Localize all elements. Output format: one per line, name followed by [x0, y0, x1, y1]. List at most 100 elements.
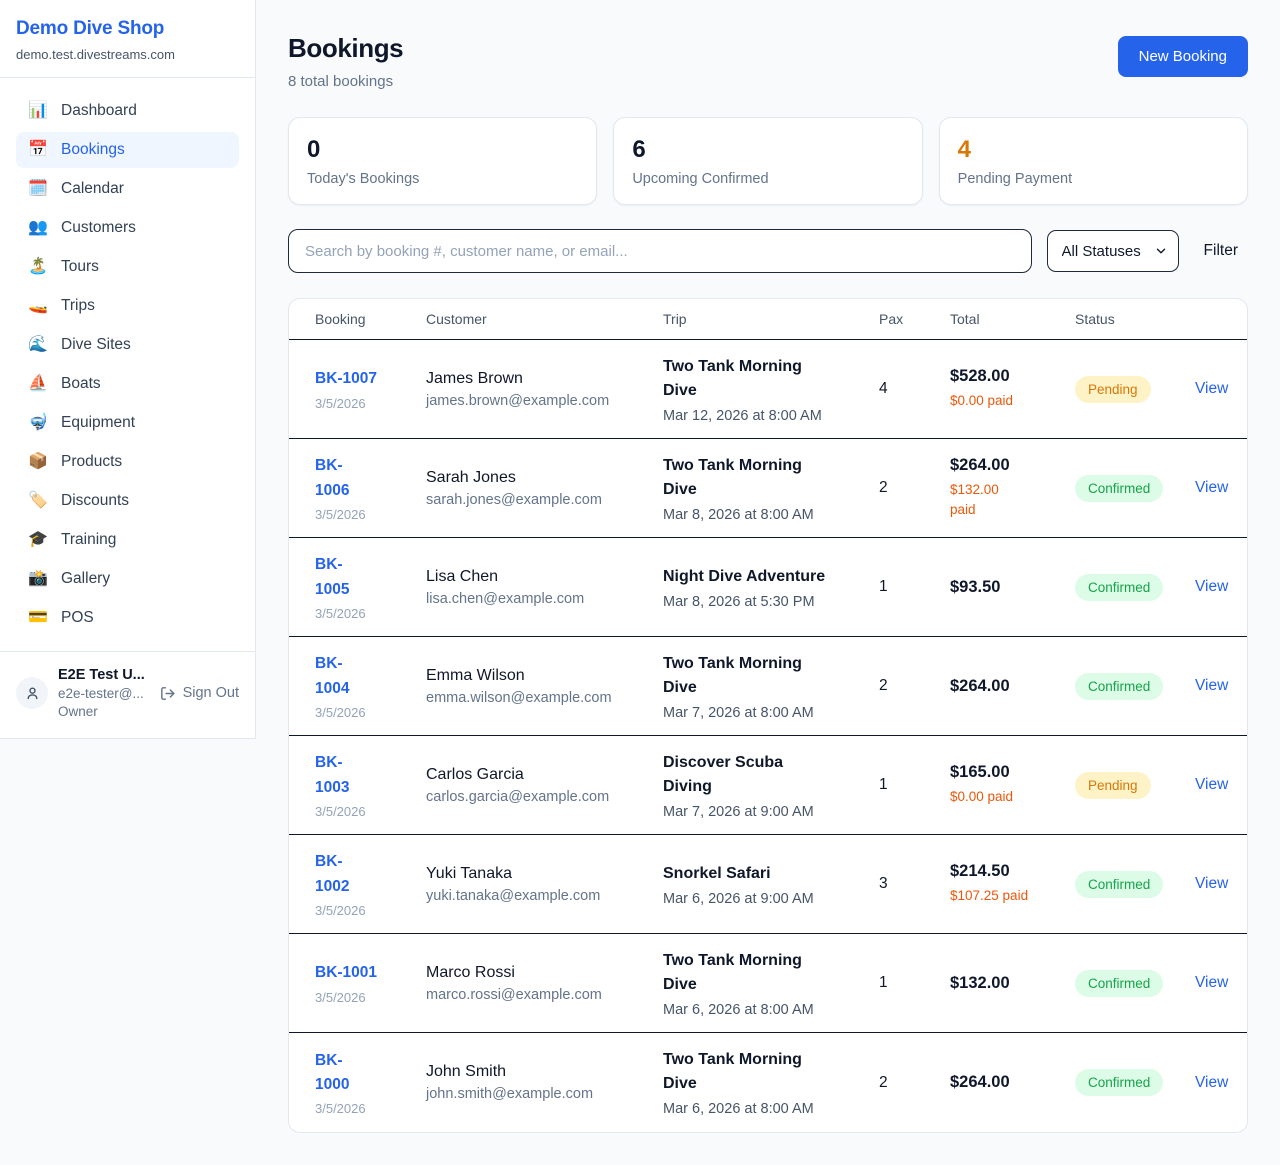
view-booking-link[interactable]: View [1195, 677, 1229, 694]
customer-name: Sarah Jones [426, 468, 516, 486]
booking-cell: BK- 1000 3/5/2026 [315, 1049, 426, 1116]
sidebar-item-tours[interactable]: 🏝️ Tours [16, 249, 239, 285]
booking-id-link[interactable]: BK- 1005 [315, 556, 350, 598]
sidebar-item-dive-sites[interactable]: 🌊 Dive Sites [16, 327, 239, 363]
column-header-trip: Trip [663, 311, 687, 327]
trip-cell: Two Tank Morning Dive Mar 12, 2026 at 8:… [663, 355, 879, 424]
customer-cell: Emma Wilson emma.wilson@example.com [426, 667, 663, 706]
trip-datetime: Mar 12, 2026 at 8:00 AM [663, 407, 822, 424]
total-cell: $214.50 $107.25 paid [950, 862, 1075, 906]
sidebar-item-training[interactable]: 🎓 Training [16, 522, 239, 558]
view-booking-link[interactable]: View [1195, 578, 1229, 595]
sidebar-item-customers[interactable]: 👥 Customers [16, 210, 239, 246]
training-icon: 🎓 [28, 531, 48, 548]
booking-id-link[interactable]: BK- 1003 [315, 754, 350, 796]
trip-cell: Two Tank Morning Dive Mar 6, 2026 at 8:0… [663, 949, 879, 1018]
paid-amount: $0.00 paid [950, 393, 1014, 409]
view-booking-link[interactable]: View [1195, 380, 1229, 397]
sidebar-item-label: Training [61, 531, 117, 548]
view-booking-link[interactable]: View [1195, 875, 1229, 892]
search-input[interactable] [288, 229, 1032, 273]
status-cell: Pending [1075, 771, 1195, 799]
status-cell: Confirmed [1075, 870, 1195, 898]
booking-id-link[interactable]: BK-1001 [315, 964, 378, 982]
customer-cell: Lisa Chen lisa.chen@example.com [426, 568, 663, 607]
sidebar-item-label: Dive Sites [61, 336, 131, 353]
total-cell: $264.00 [950, 677, 1075, 696]
view-cell: View [1195, 1074, 1231, 1092]
customer-email: marco.rossi@example.com [426, 986, 602, 1003]
sidebar-item-calendar[interactable]: 🗓️ Calendar [16, 171, 239, 207]
view-booking-link[interactable]: View [1195, 974, 1229, 991]
page-title: Bookings [288, 33, 404, 63]
table-body: BK-1007 3/5/2026 James Brown james.brown… [289, 340, 1247, 1132]
sidebar-item-discounts[interactable]: 🏷️ Discounts [16, 483, 239, 519]
booking-date: 3/5/2026 [315, 704, 366, 720]
sidebar-item-label: POS [61, 609, 94, 626]
sidebar-item-label: Dashboard [61, 102, 137, 119]
customer-cell: Sarah Jones sarah.jones@example.com [426, 469, 663, 508]
column-header-status: Status [1075, 311, 1115, 327]
stat-value: 4 [957, 136, 972, 163]
sidebar-item-bookings[interactable]: 📅 Bookings [16, 132, 239, 168]
pax-count: 1 [879, 974, 888, 991]
booking-id-link[interactable]: BK- 1006 [315, 457, 350, 499]
status-filter-select[interactable]: All Statuses [1046, 230, 1179, 272]
sidebar-item-label: Trips [61, 297, 95, 314]
stat-label: Upcoming Confirmed [632, 171, 769, 187]
shop-domain: demo.test.divestreams.com [16, 47, 175, 62]
paid-amount: $107.25 paid [950, 888, 1029, 904]
sidebar-item-products[interactable]: 📦 Products [16, 444, 239, 480]
booking-cell: BK- 1006 3/5/2026 [315, 454, 426, 521]
booking-id-link[interactable]: BK- 1000 [315, 1051, 350, 1093]
view-booking-link[interactable]: View [1195, 776, 1229, 793]
booking-date: 3/5/2026 [315, 605, 366, 621]
sidebar-item-boats[interactable]: ⛵ Boats [16, 366, 239, 402]
sidebar-item-dashboard[interactable]: 📊 Dashboard [16, 93, 239, 129]
user-info: E2E Test U... e2e-tester@... Owner [58, 667, 149, 719]
trip-name: Discover Scuba Diving [663, 753, 784, 795]
booking-cell: BK- 1005 3/5/2026 [315, 553, 426, 620]
sidebar-item-gallery[interactable]: 📸 Gallery [16, 561, 239, 597]
bookings-icon: 📅 [28, 141, 48, 158]
view-booking-link[interactable]: View [1195, 1073, 1229, 1091]
trip-datetime: Mar 6, 2026 at 8:00 AM [663, 1001, 814, 1018]
stat-label: Today's Bookings [307, 171, 420, 187]
sidebar-item-pos[interactable]: 💳 POS [16, 600, 239, 636]
column-header-total: Total [950, 311, 980, 327]
booking-id-link[interactable]: BK- 1004 [315, 655, 350, 697]
status-badge: Confirmed [1075, 672, 1164, 700]
trip-cell: Two Tank Morning Dive Mar 8, 2026 at 8:0… [663, 454, 879, 523]
trip-name: Two Tank Morning Dive [663, 357, 802, 399]
filter-button[interactable]: Filter [1194, 242, 1248, 260]
sidebar-item-equipment[interactable]: 🤿 Equipment [16, 405, 239, 441]
main-content: Bookings 8 total bookings New Booking 0 … [256, 0, 1280, 1165]
total-amount: $165.00 [950, 763, 1010, 782]
stat-card-upcoming-confirmed: 6 Upcoming Confirmed [613, 117, 923, 205]
sign-out-button[interactable]: Sign Out [159, 685, 239, 702]
table-row: BK- 1004 3/5/2026 Emma Wilson emma.wilso… [289, 637, 1247, 736]
stat-card-pending-payment: 4 Pending Payment [938, 117, 1248, 205]
page-heading-group: Bookings 8 total bookings [288, 33, 404, 90]
booking-date: 3/5/2026 [315, 803, 366, 819]
trip-cell: Night Dive Adventure Mar 8, 2026 at 5:30… [663, 565, 879, 610]
customer-cell: Yuki Tanaka yuki.tanaka@example.com [426, 865, 663, 904]
pax-count: 1 [879, 578, 888, 595]
view-booking-link[interactable]: View [1195, 479, 1229, 496]
trip-cell: Snorkel Safari Mar 6, 2026 at 9:00 AM [663, 862, 879, 907]
trip-datetime: Mar 6, 2026 at 9:00 AM [663, 890, 814, 907]
status-badge: Pending [1075, 375, 1151, 403]
new-booking-button[interactable]: New Booking [1117, 36, 1248, 77]
booking-id-link[interactable]: BK- 1002 [315, 853, 350, 895]
pax-count: 2 [879, 1073, 888, 1091]
boats-icon: ⛵ [28, 375, 48, 392]
customer-cell: Marco Rossi marco.rossi@example.com [426, 964, 663, 1003]
status-select-wrap: All Statuses [1046, 230, 1179, 272]
sidebar-item-trips[interactable]: 🚤 Trips [16, 288, 239, 324]
table-row: BK- 1003 3/5/2026 Carlos Garcia carlos.g… [289, 736, 1247, 835]
equipment-icon: 🤿 [28, 414, 48, 431]
booking-id-link[interactable]: BK-1007 [315, 370, 378, 388]
stat-card-today-s-bookings: 0 Today's Bookings [288, 117, 598, 205]
customer-cell: John Smith john.smith@example.com [426, 1063, 663, 1102]
